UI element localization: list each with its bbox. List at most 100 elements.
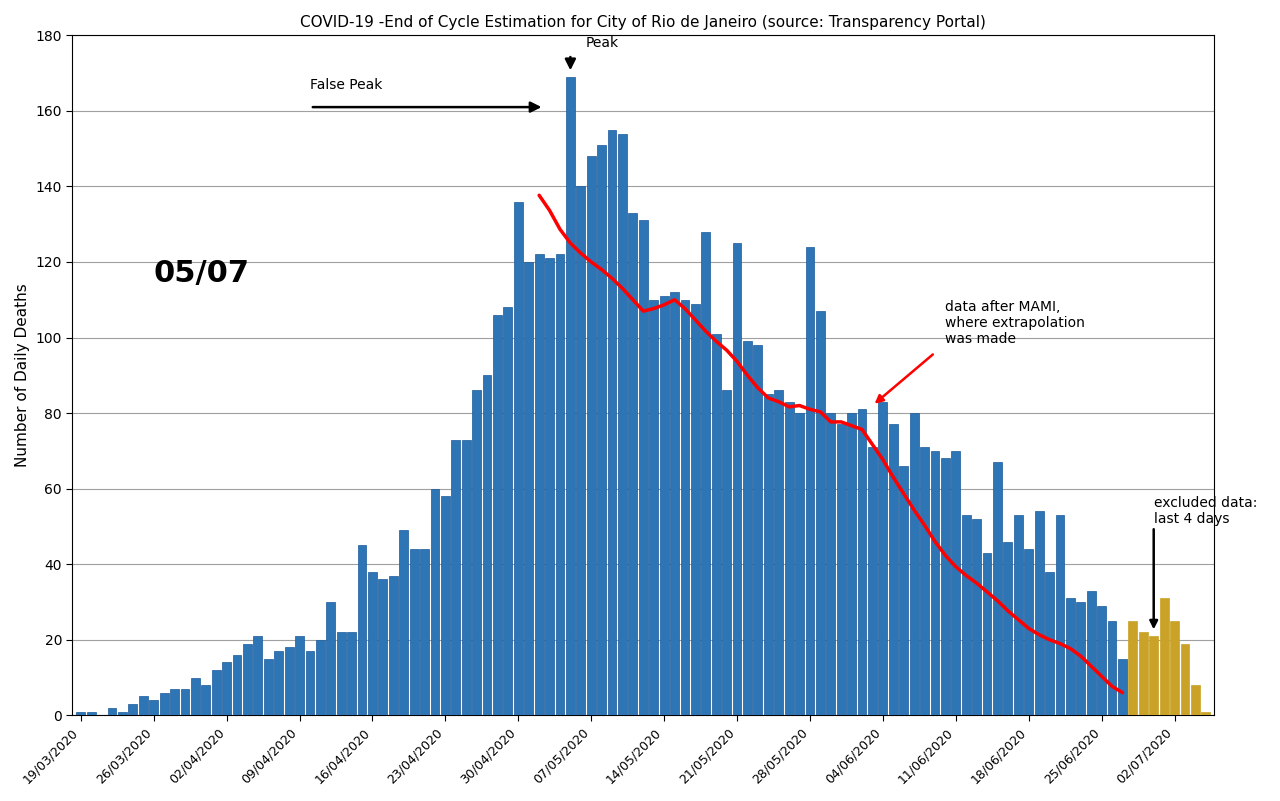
Bar bbox=[389, 576, 398, 715]
Bar bbox=[1107, 621, 1116, 715]
Text: excluded data:
last 4 days: excluded data: last 4 days bbox=[1153, 496, 1257, 526]
Bar bbox=[128, 704, 137, 715]
Bar bbox=[399, 530, 408, 715]
Bar bbox=[951, 451, 960, 715]
Title: COVID-19 -End of Cycle Estimation for City of Rio de Janeiro (source: Transparen: COVID-19 -End of Cycle Estimation for Ci… bbox=[301, 15, 986, 30]
Bar bbox=[513, 202, 522, 715]
Text: data after MAMI,
where extrapolation
was made: data after MAMI, where extrapolation was… bbox=[946, 300, 1085, 346]
Bar bbox=[223, 662, 232, 715]
Bar bbox=[253, 636, 262, 715]
Bar bbox=[1076, 602, 1085, 715]
Bar bbox=[191, 678, 200, 715]
Bar bbox=[983, 553, 992, 715]
Bar bbox=[628, 213, 637, 715]
Bar bbox=[576, 187, 585, 715]
Bar bbox=[742, 341, 751, 715]
Bar bbox=[900, 466, 908, 715]
Bar bbox=[1066, 598, 1075, 715]
Bar bbox=[691, 304, 700, 715]
Bar bbox=[722, 390, 731, 715]
Bar bbox=[180, 689, 189, 715]
Bar bbox=[764, 394, 773, 715]
Bar bbox=[326, 602, 335, 715]
Bar bbox=[1202, 711, 1210, 715]
Bar bbox=[233, 655, 242, 715]
Bar bbox=[1170, 621, 1179, 715]
Y-axis label: Number of Daily Deaths: Number of Daily Deaths bbox=[15, 284, 29, 467]
Bar bbox=[1087, 590, 1096, 715]
Bar bbox=[243, 643, 252, 715]
Bar bbox=[888, 425, 897, 715]
Bar bbox=[357, 545, 366, 715]
Bar bbox=[701, 231, 710, 715]
Bar bbox=[847, 413, 856, 715]
Bar bbox=[858, 409, 867, 715]
Bar bbox=[566, 77, 575, 715]
Bar bbox=[138, 696, 147, 715]
Bar bbox=[795, 413, 804, 715]
Bar bbox=[868, 447, 877, 715]
Bar bbox=[608, 130, 617, 715]
Bar bbox=[712, 334, 721, 715]
Bar bbox=[150, 700, 159, 715]
Bar bbox=[1004, 541, 1012, 715]
Bar bbox=[1139, 632, 1148, 715]
Bar bbox=[931, 451, 940, 715]
Bar bbox=[1014, 515, 1023, 715]
Bar bbox=[87, 711, 96, 715]
Bar bbox=[452, 440, 461, 715]
Bar bbox=[347, 632, 356, 715]
Bar bbox=[211, 670, 220, 715]
Bar bbox=[754, 345, 763, 715]
Bar bbox=[941, 458, 950, 715]
Bar bbox=[1044, 572, 1053, 715]
Bar bbox=[639, 220, 648, 715]
Text: 05/07: 05/07 bbox=[154, 259, 250, 288]
Bar bbox=[1097, 606, 1106, 715]
Bar bbox=[805, 247, 814, 715]
Bar bbox=[369, 572, 376, 715]
Bar bbox=[993, 462, 1002, 715]
Bar bbox=[1149, 636, 1158, 715]
Bar bbox=[785, 402, 794, 715]
Bar bbox=[274, 651, 283, 715]
Bar bbox=[618, 134, 627, 715]
Bar bbox=[170, 689, 179, 715]
Bar bbox=[483, 376, 492, 715]
Bar bbox=[659, 296, 668, 715]
Bar bbox=[493, 315, 502, 715]
Bar bbox=[671, 292, 678, 715]
Bar bbox=[337, 632, 346, 715]
Bar bbox=[1034, 511, 1043, 715]
Bar bbox=[1180, 643, 1189, 715]
Bar bbox=[878, 402, 887, 715]
Bar bbox=[681, 300, 690, 715]
Bar bbox=[420, 549, 429, 715]
Bar bbox=[973, 519, 980, 715]
Bar bbox=[732, 243, 741, 715]
Bar bbox=[462, 440, 471, 715]
Bar bbox=[827, 413, 836, 715]
Bar bbox=[296, 636, 303, 715]
Bar bbox=[118, 711, 127, 715]
Bar bbox=[316, 640, 325, 715]
Bar bbox=[837, 425, 846, 715]
Bar bbox=[598, 145, 605, 715]
Bar bbox=[201, 685, 210, 715]
Text: Peak: Peak bbox=[586, 36, 620, 50]
Bar bbox=[545, 258, 554, 715]
Bar bbox=[77, 711, 86, 715]
Bar bbox=[961, 515, 970, 715]
Bar bbox=[430, 489, 439, 715]
Bar bbox=[774, 390, 783, 715]
Bar bbox=[379, 579, 388, 715]
Bar bbox=[160, 693, 169, 715]
Bar bbox=[920, 447, 929, 715]
Bar bbox=[556, 255, 564, 715]
Bar bbox=[440, 496, 449, 715]
Bar bbox=[649, 300, 658, 715]
Bar bbox=[503, 308, 512, 715]
Bar bbox=[284, 647, 293, 715]
Bar bbox=[586, 156, 595, 715]
Bar bbox=[525, 262, 534, 715]
